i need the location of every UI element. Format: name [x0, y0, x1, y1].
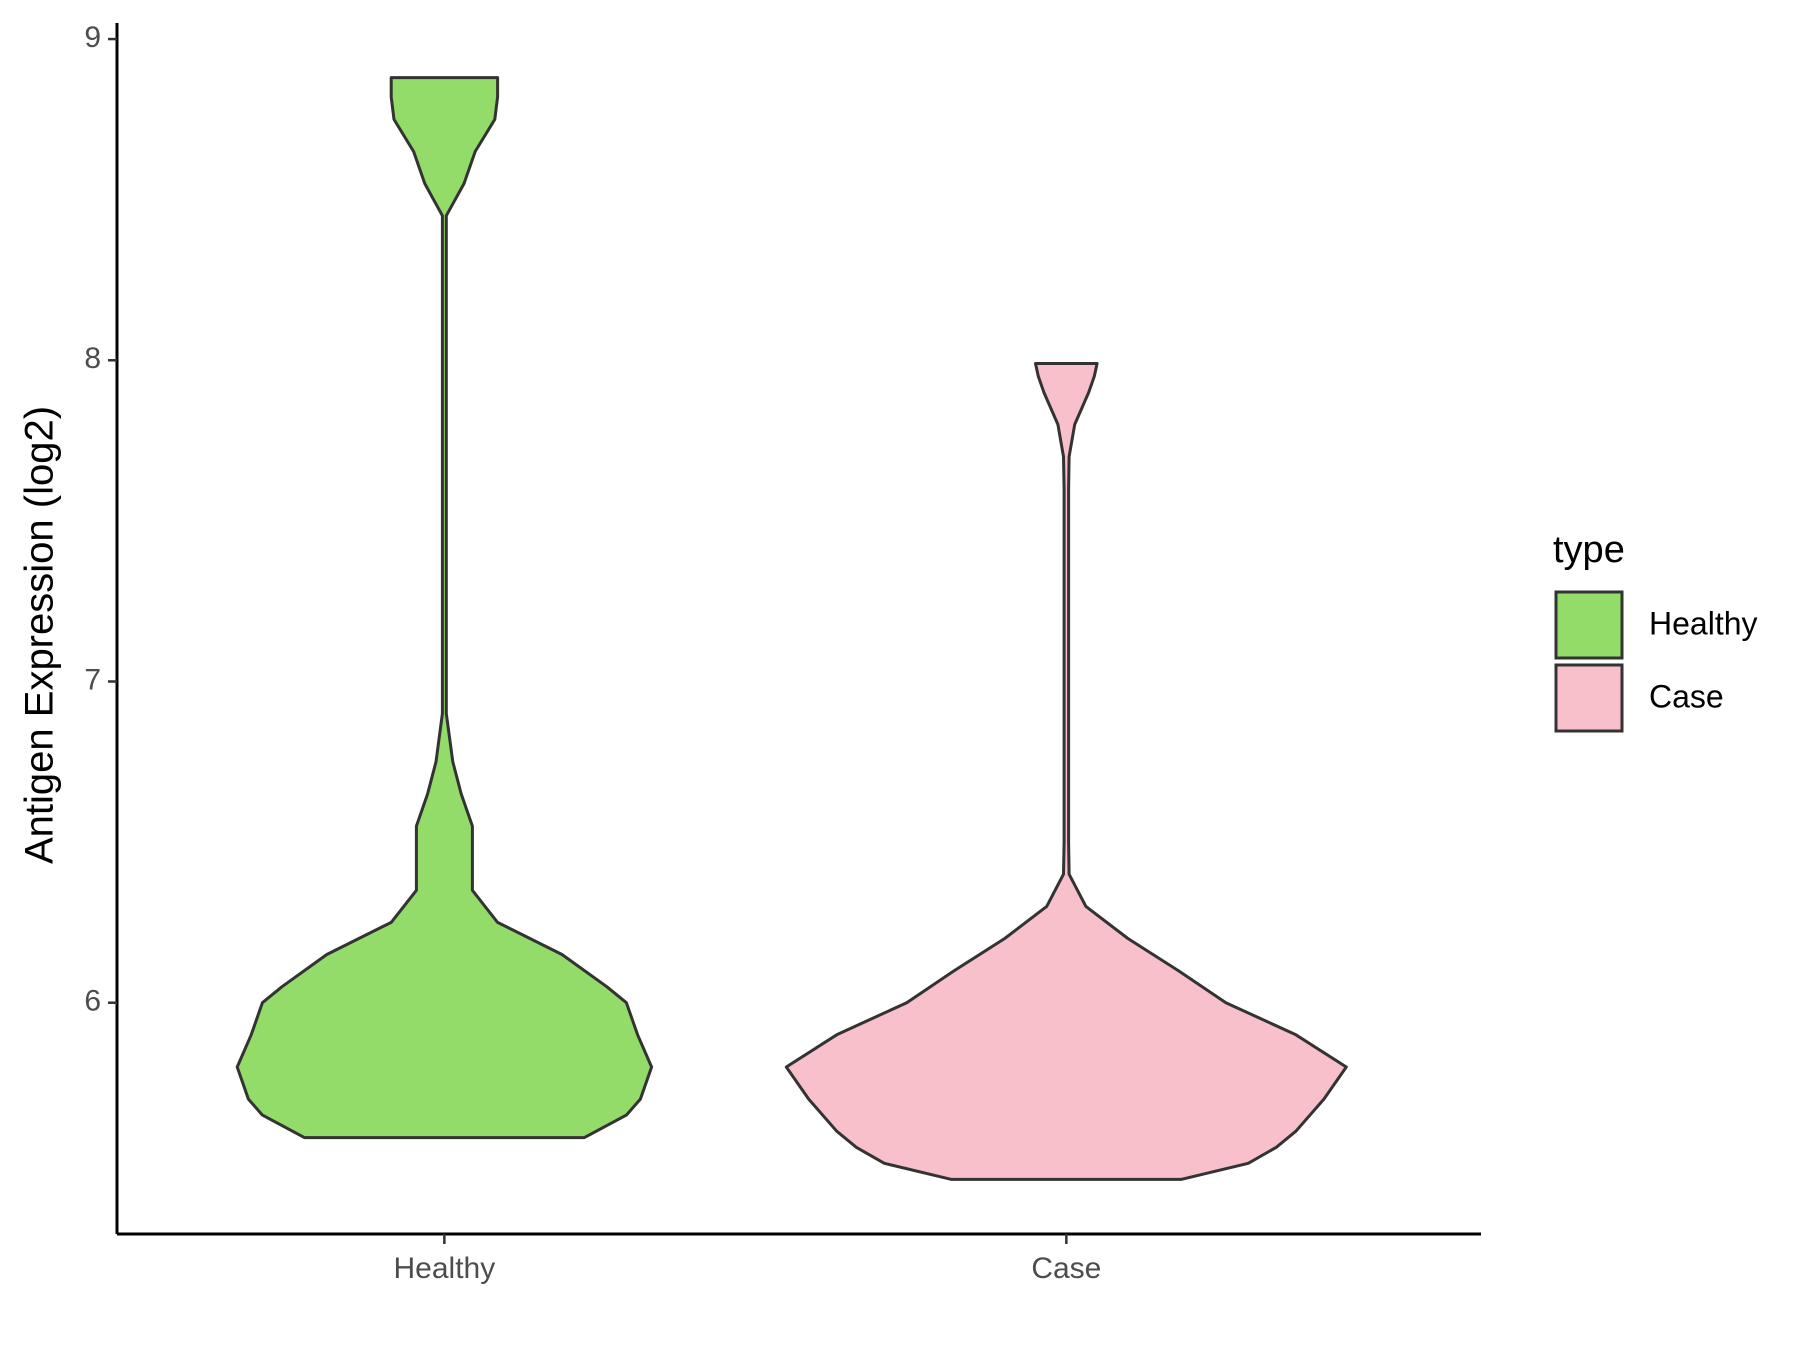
legend-label: Healthy [1649, 605, 1758, 641]
violin [784, 362, 1348, 1181]
x-tick-label: Case [1031, 1252, 1101, 1285]
legend-label: Case [1649, 678, 1724, 714]
y-tick-label: 7 [84, 663, 101, 696]
legend-title: type [1553, 529, 1625, 571]
legend-swatch [1554, 590, 1624, 660]
y-tick-label: 9 [84, 21, 101, 54]
legend-swatch [1554, 663, 1624, 733]
y-tick-label: 6 [84, 985, 101, 1018]
violin [235, 76, 654, 1140]
x-tick-label: Healthy [394, 1252, 496, 1285]
y-axis-title: Antigen Expression (log2) [18, 406, 62, 864]
y-tick-label: 8 [84, 342, 101, 375]
